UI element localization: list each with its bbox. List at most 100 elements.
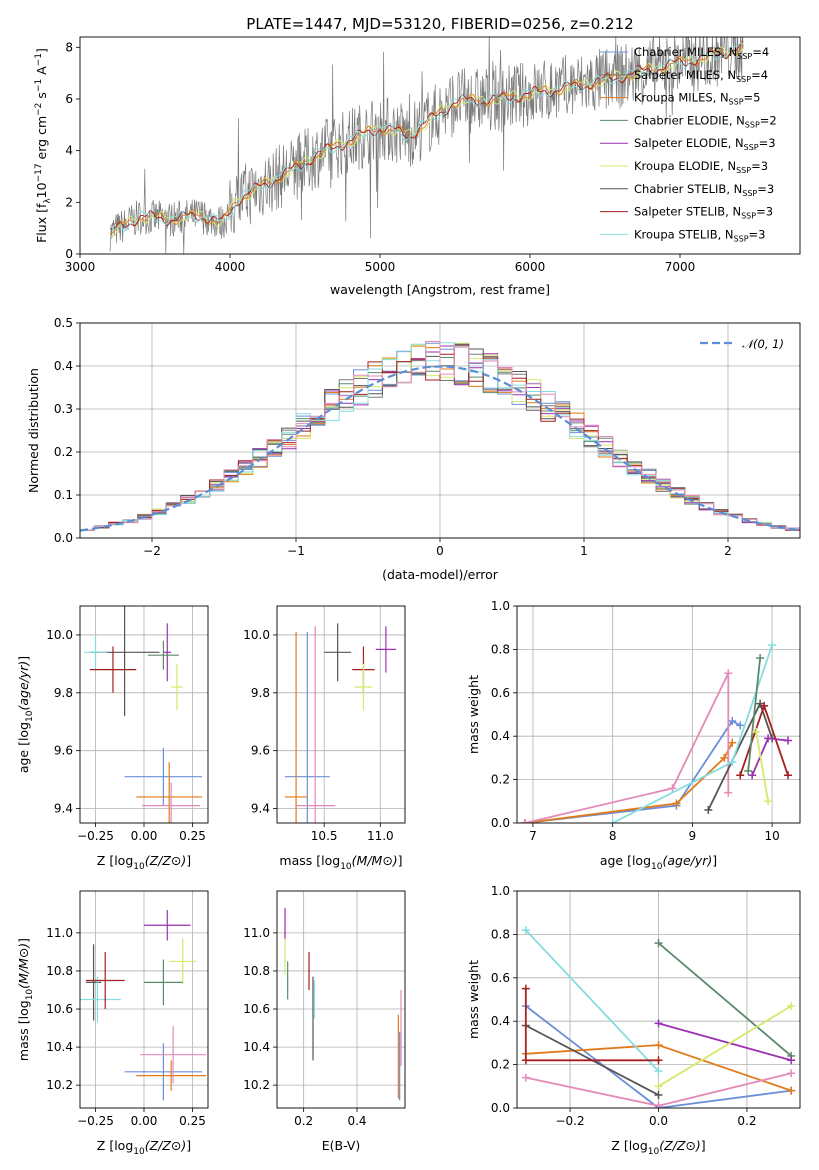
y-tick-label: 9.8 <box>54 686 73 700</box>
weight-marker <box>728 758 737 767</box>
y-axis-label-part: A <box>34 66 49 79</box>
weight-series-line <box>524 672 730 823</box>
weight-marker <box>756 654 765 663</box>
figure-title: PLATE=1447, MJD=53120, FIBERID=0256, z=0… <box>246 15 633 33</box>
errorbar-point <box>83 634 108 670</box>
errorbar-point <box>324 623 352 682</box>
weight-series-line <box>707 701 773 811</box>
weight-marker <box>787 1086 796 1095</box>
axes-frame <box>516 605 801 824</box>
legend-entry: Kroupa MILES, NSSP=5 <box>634 91 760 107</box>
x-tick-label: 10 <box>764 829 779 843</box>
x-tick-label: −0.25 <box>77 829 114 843</box>
legend-entry: Chabrier STELIB, NSSP=3 <box>634 182 774 198</box>
weight-marker <box>521 1056 530 1065</box>
y-tick-label: 0.5 <box>54 316 73 330</box>
x-tick-label: 3000 <box>65 260 96 274</box>
errorbar-point <box>284 632 308 823</box>
y-axis-label: mass weight <box>466 675 481 754</box>
legend-entry: Kroupa STELIB, NSSP=3 <box>634 227 765 243</box>
errorbar-point <box>144 910 191 941</box>
weight-marker <box>520 819 529 823</box>
weight-series-line <box>657 942 792 1057</box>
y-axis-label: age [log10(age/yr)] <box>16 656 35 773</box>
panel-weight_vs_Z: −0.2 0.0 0.2 0.0 0.2 0.4 0.6 0.8 1.0 mass weight Z… <box>466 884 801 1157</box>
x-tick-label: 0.2 <box>294 1114 313 1128</box>
y-tick-label: 11.0 <box>243 926 270 940</box>
y-tick-label: 10.0 <box>46 628 73 642</box>
y-tick-label: 0.0 <box>54 531 73 545</box>
errorbar-point <box>354 663 373 711</box>
legend-entry: Salpeter ELODIE, NSSP=3 <box>634 136 776 152</box>
errorbar-point <box>85 944 102 1021</box>
x-axis-label: Z [log10(Z/Z⊙)] <box>611 1138 705 1157</box>
weight-marker <box>654 1019 663 1028</box>
y-tick-label: 9.6 <box>54 744 73 758</box>
y-axis-label-part: erg cm <box>34 116 49 164</box>
y-tick-label: 10.2 <box>243 1078 270 1092</box>
x-tick-label: −1 <box>287 544 305 558</box>
weight-series-line <box>658 1005 792 1088</box>
weight-marker <box>521 1073 530 1082</box>
y-tick-label: 0.1 <box>54 488 73 502</box>
weight-marker <box>744 766 753 775</box>
x-tick-label: 0.25 <box>179 1114 206 1128</box>
errorbar-point <box>80 976 121 1023</box>
y-tick-label: 0.2 <box>491 773 510 787</box>
y-tick-label: 0.0 <box>491 816 510 830</box>
weight-series-line <box>658 1022 792 1062</box>
y-tick-label: 8 <box>65 40 73 54</box>
weight-marker <box>728 738 737 747</box>
errorbar-point <box>147 640 179 670</box>
x-tick-label: −0.25 <box>77 1114 114 1128</box>
weight-marker <box>654 1090 663 1099</box>
x-axis-label: (data-model)/error <box>382 567 499 582</box>
y-tick-label: 0.8 <box>491 642 510 656</box>
weight-marker <box>748 771 757 780</box>
axes-frame <box>79 322 801 539</box>
weight-marker <box>736 771 745 780</box>
weight-series-line <box>525 1005 792 1108</box>
y-tick-label: 10.8 <box>46 964 73 978</box>
x-axis-label: Z [log10(Z/Z⊙)] <box>97 853 191 872</box>
errorbar-point <box>124 1043 203 1101</box>
weight-marker <box>654 1056 663 1065</box>
errorbar-point <box>136 1060 207 1091</box>
histogram-plot <box>80 341 800 532</box>
y-axis-label-part: λ <box>43 198 53 204</box>
weight-marker <box>654 1101 663 1108</box>
x-axis-label: Z [log10(Z/Z⊙)] <box>97 1138 191 1157</box>
weight-marker <box>760 701 769 710</box>
gaussian-curve <box>80 365 800 532</box>
errorbar-point <box>171 663 183 711</box>
weight-marker <box>787 1069 796 1078</box>
x-tick-label: −0.2 <box>555 1114 584 1128</box>
histogram-line <box>80 341 800 531</box>
x-tick-label: 0.25 <box>179 829 206 843</box>
legend-entry: Salpeter MILES, NSSP=4 <box>634 68 768 84</box>
weight-marker <box>768 641 777 650</box>
y-axis-label-part: Flux [f <box>34 203 49 243</box>
y-tick-label: 10.4 <box>46 1040 73 1054</box>
x-tick-label: 7000 <box>665 260 696 274</box>
y-axis-label: mass [log10(M/M⊙)] <box>16 938 35 1061</box>
weight-marker <box>764 797 773 806</box>
y-tick-label: 1.0 <box>491 599 510 613</box>
panel-age_vs_mass: 10.5 11.0 9.4 9.6 9.8 10.0 mass [log10(M/M⊙)] <box>243 605 406 872</box>
axes-frame <box>276 890 406 1109</box>
weight-marker <box>784 771 793 780</box>
y-axis-label-part: −2 <box>34 103 44 116</box>
y-tick-label: 0.3 <box>54 402 73 416</box>
x-axis-label: E(B-V) <box>322 1138 361 1153</box>
y-axis-label-part: −1 <box>34 79 44 92</box>
errorbar-point <box>144 959 183 1006</box>
x-tick-label: 0.2 <box>737 1114 756 1128</box>
weight-marker <box>654 939 663 948</box>
weight-marker <box>521 984 530 993</box>
errorbar-point <box>169 938 197 985</box>
x-tick-label: 2 <box>724 544 732 558</box>
panel-residuals: −2 −1 0 1 2 0.0 0.1 0.2 0.3 0.4 0.5 (data-model)/er… <box>26 316 801 582</box>
weight-marker <box>521 926 530 935</box>
weight-marker <box>724 788 733 797</box>
y-tick-label: 2 <box>65 195 73 209</box>
